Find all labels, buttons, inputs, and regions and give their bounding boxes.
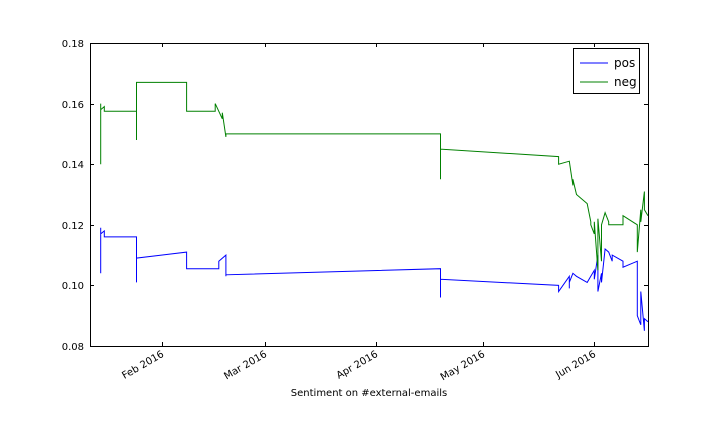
x-axis-label: Sentiment on #external-emails — [291, 388, 447, 399]
series-lines — [100, 81, 649, 331]
legend-label-pos: pos — [614, 56, 635, 70]
series-line-pos — [100, 227, 649, 331]
y-tick-label: 0.10 — [62, 281, 84, 292]
plot-area-frame — [90, 43, 649, 347]
y-tick-label: 0.08 — [62, 342, 84, 353]
legend: pos neg — [573, 48, 640, 94]
legend-box — [573, 48, 640, 94]
legend-label-neg: neg — [614, 75, 637, 89]
y-tick-label: 0.16 — [62, 100, 84, 111]
y-tick-label: 0.18 — [62, 39, 84, 50]
y-axis: 0.08 0.10 0.12 0.14 0.16 0.18 — [62, 39, 648, 353]
y-tick-label: 0.12 — [62, 221, 84, 232]
series-line-neg — [100, 81, 649, 271]
y-tick-label: 0.14 — [62, 160, 84, 171]
